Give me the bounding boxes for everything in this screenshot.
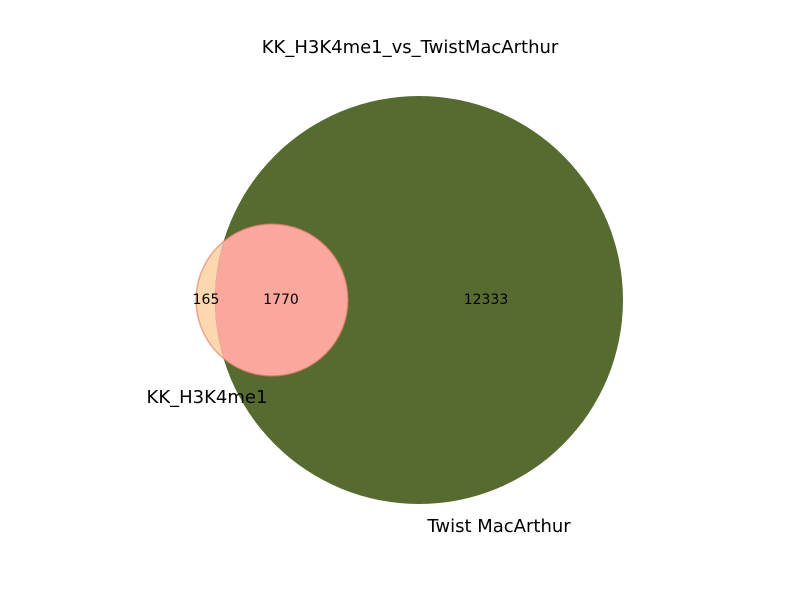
chart-title: KK_H3K4me1_vs_TwistMacArthur: [262, 37, 559, 58]
set-a-only-count: 165: [193, 292, 220, 308]
intersection-region: [215, 224, 348, 376]
set-b-circle: [215, 96, 623, 504]
set-a-outline: [195, 223, 349, 377]
intersection-count: 1770: [263, 292, 299, 308]
set-a-label: KK_H3K4me1: [147, 387, 268, 408]
set-b-label: Twist MacArthur: [426, 516, 571, 537]
set-b-only-count: 12333: [464, 292, 509, 308]
